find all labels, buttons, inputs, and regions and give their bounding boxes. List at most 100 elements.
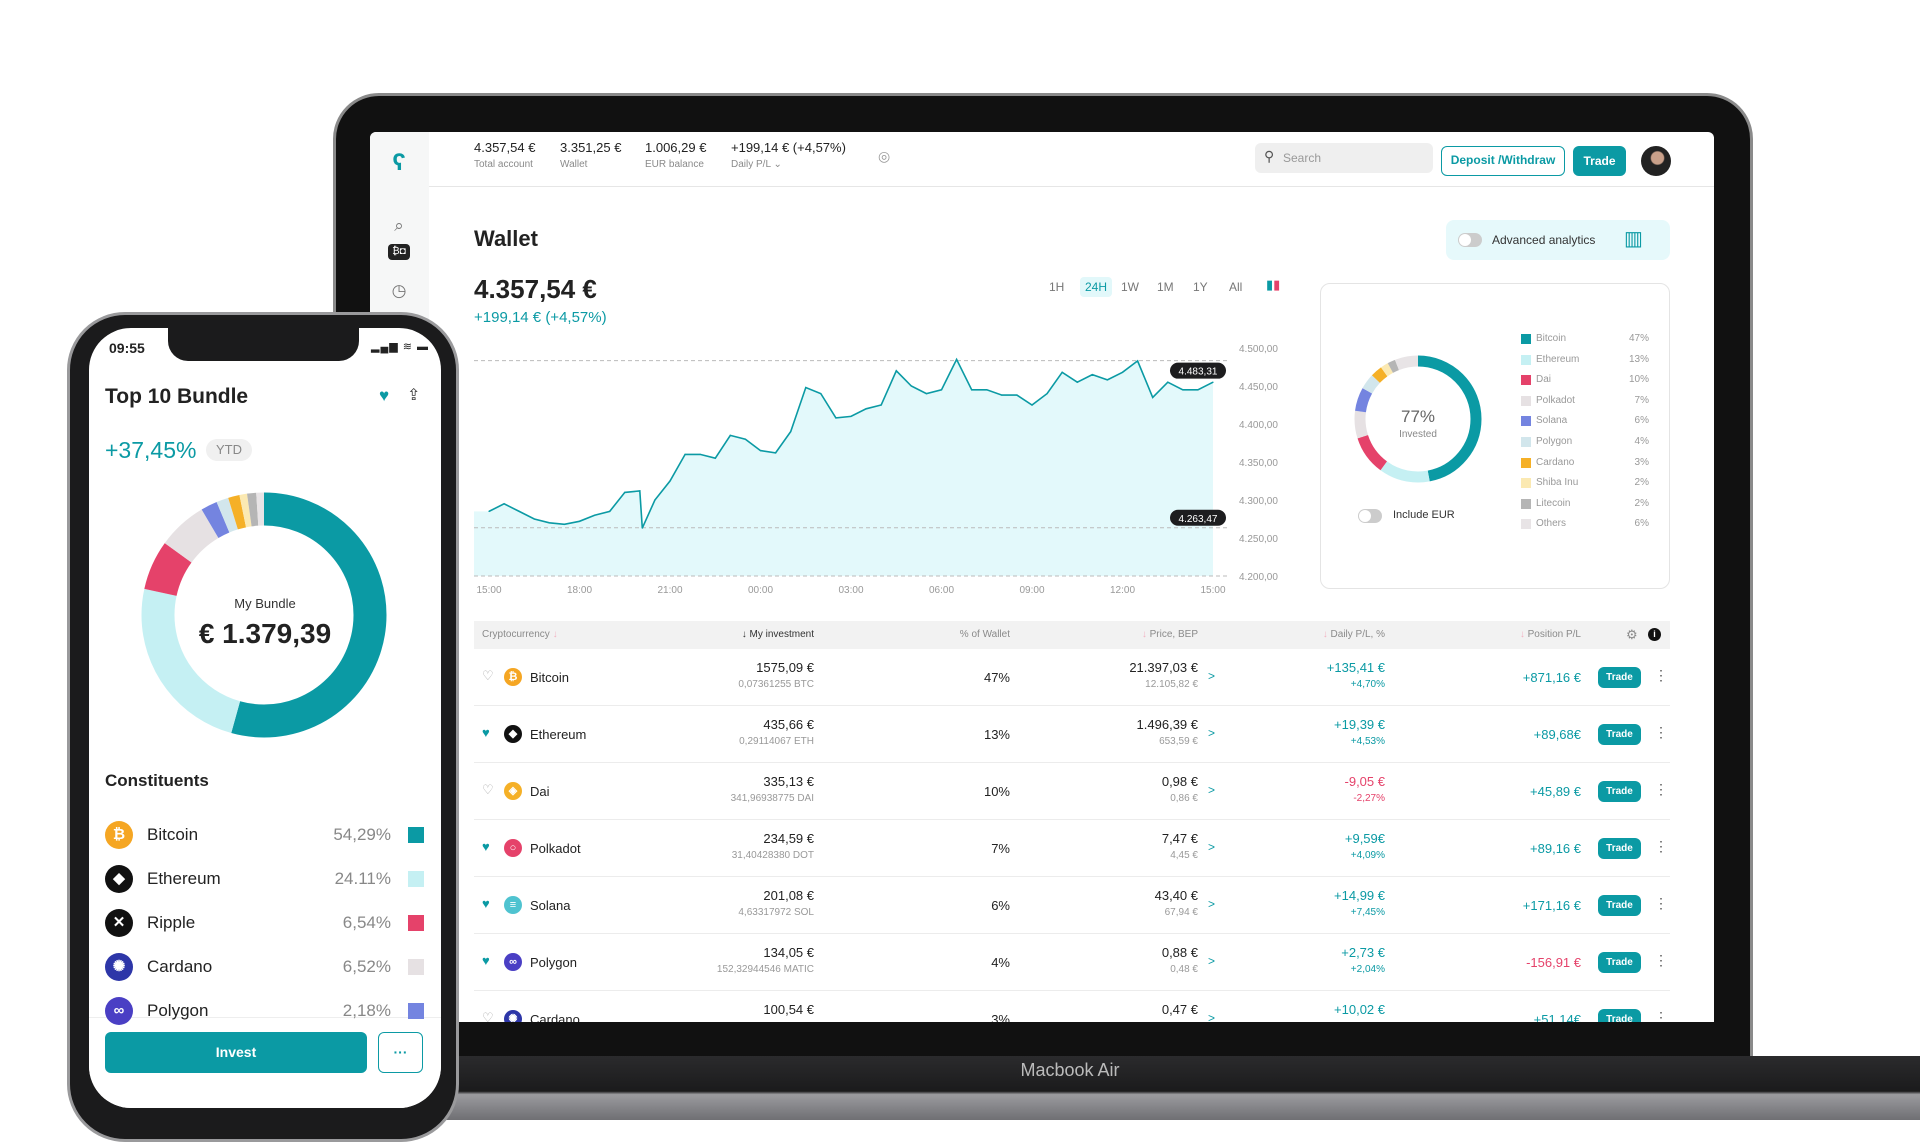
price-sub: 4,45 € (1170, 850, 1198, 861)
avatar[interactable] (1641, 146, 1671, 176)
row-trade-button[interactable]: Trade (1598, 1009, 1641, 1022)
chevron-right-icon[interactable]: > (1208, 954, 1216, 968)
table-row[interactable]: ♡ ₿ Bitcoin 1575,09 € 0,07361255 BTC 47% 21.39… (474, 649, 1670, 706)
chevron-right-icon[interactable]: > (1208, 669, 1216, 683)
stat-label: Daily P/L (731, 159, 771, 170)
chart-point (654, 499, 656, 501)
heart-filled-icon[interactable]: ♥ (482, 839, 490, 854)
chart-point (609, 510, 611, 512)
col-position-pl[interactable]: ↓ Position P/L (1464, 629, 1581, 640)
constituent-swatch (408, 959, 424, 975)
chart-point (774, 452, 777, 454)
table-row[interactable]: ♥ ○ Polkadot 234,59 € 31,40428380 DOT 7% 7,47 … (474, 820, 1670, 877)
row-trade-button[interactable]: Trade (1598, 781, 1641, 802)
legend-swatch (1521, 457, 1531, 468)
constituent-name: Bitcoin (147, 825, 199, 844)
row-trade-button[interactable]: Trade (1598, 952, 1641, 973)
more-vertical-icon[interactable]: ⋮ (1654, 724, 1668, 740)
col-cryptocurrency[interactable]: Cryptocurrency ↓ (482, 629, 558, 640)
col-price[interactable]: ↓ Price, BEP (1080, 629, 1198, 640)
chevron-right-icon[interactable]: > (1208, 726, 1216, 740)
chevron-right-icon[interactable]: > (1208, 840, 1216, 854)
heart-filled-icon[interactable]: ♥ (482, 953, 490, 968)
constituent-row[interactable]: ₿ Bitcoin 54,29% (105, 817, 425, 853)
bitcoin-icon: ₿ (504, 668, 522, 686)
col-daily-pl[interactable]: ↓ Daily P/L, % (1254, 629, 1385, 640)
search-input[interactable]: ⚲ Search (1255, 143, 1433, 173)
chevron-right-icon[interactable]: > (1208, 1011, 1216, 1022)
legend-value: 47% (1628, 333, 1649, 344)
constituent-pct: 54,29% (333, 825, 391, 844)
constituent-name: Ripple (147, 913, 196, 932)
include-eur-toggle[interactable] (1358, 509, 1382, 523)
heart-outline-icon[interactable]: ♡ (482, 668, 494, 683)
tab-all[interactable]: All (1229, 280, 1243, 294)
investment-sub: 341,96938775 DAI (730, 793, 814, 804)
advanced-analytics-toggle[interactable] (1458, 233, 1482, 247)
tab-24h[interactable]: 24H (1080, 277, 1113, 297)
legend-swatch (1521, 354, 1531, 365)
sidebar-item-history[interactable]: ◷ (388, 280, 410, 302)
col-my-investment[interactable]: ↓ My investment (741, 629, 814, 640)
tab-1m[interactable]: 1M (1157, 280, 1174, 294)
investment-value: 435,66 € (763, 717, 814, 732)
invest-button[interactable]: Invest (105, 1032, 367, 1073)
table-row[interactable]: ♡ ✺ Cardano 100,54 € 3% 0,47 € > +10,02 € +51,14… (474, 991, 1670, 1022)
sidebar-item-wallet[interactable]: ₿◘ (388, 244, 410, 260)
constituent-name: Polygon (147, 1001, 209, 1020)
deposit-withdraw-button[interactable]: Deposit /Withdraw (1441, 146, 1565, 176)
more-vertical-icon[interactable]: ⋮ (1654, 895, 1668, 911)
stat-daily-pl[interactable]: +199,14 € (+4,57%) Daily P/L ⌄ (731, 140, 846, 170)
col-wallet-pct[interactable]: % of Wallet (959, 629, 1010, 640)
more-vertical-icon[interactable]: ⋮ (1654, 781, 1668, 797)
price: 0,98 € 0,86 € (1054, 774, 1198, 804)
more-button[interactable]: ··· (378, 1032, 423, 1073)
heart-filled-icon[interactable]: ♥ (482, 896, 490, 911)
eye-icon[interactable]: ◎ (878, 148, 891, 164)
table-row[interactable]: ♡ ◈ Dai 335,13 €341,96938775 DAI 10% 0,98 €0,… (474, 763, 1670, 820)
investment: 134,05 € 152,32944546 MATIC (644, 945, 814, 975)
heart-icon[interactable]: ♥ (379, 386, 390, 405)
price: 43,40 € 67,94 € (1054, 888, 1198, 918)
daily-pl: -9,05 € -2,27% (1254, 774, 1385, 804)
constituent-row[interactable]: ◆ Ethereum 24.11% (105, 861, 425, 897)
more-vertical-icon[interactable]: ⋮ (1654, 1009, 1668, 1022)
info-icon[interactable]: i (1648, 628, 1661, 641)
heart-filled-icon[interactable]: ♥ (482, 725, 490, 740)
trade-button[interactable]: Trade (1573, 146, 1626, 176)
chevron-down-icon[interactable]: ⌄ (773, 159, 782, 170)
daily-pl-sub: -2,27% (1353, 793, 1385, 804)
cardano-icon: ✺ (504, 1010, 522, 1022)
constituent-row[interactable]: ✕ Ripple 6,54% (105, 905, 425, 941)
price-sub: 0,48 € (1170, 964, 1198, 975)
logo-icon[interactable]: ʕ (392, 149, 406, 176)
row-trade-button[interactable]: Trade (1598, 667, 1641, 688)
sidebar-item-markets[interactable]: ⌕ (388, 215, 410, 237)
row-trade-button[interactable]: Trade (1598, 895, 1641, 916)
more-vertical-icon[interactable]: ⋮ (1654, 952, 1668, 968)
row-trade-button[interactable]: Trade (1598, 838, 1641, 859)
share-icon[interactable]: ⇪ (407, 387, 421, 404)
more-vertical-icon[interactable]: ⋮ (1654, 667, 1668, 683)
tab-1w[interactable]: 1W (1121, 280, 1139, 294)
more-vertical-icon[interactable]: ⋮ (1654, 838, 1668, 854)
row-trade-button[interactable]: Trade (1598, 724, 1641, 745)
chevron-right-icon[interactable]: > (1208, 783, 1216, 797)
badge-text: 4.263,47 (1179, 514, 1218, 525)
candlestick-icon[interactable]: ▮▮ (1266, 277, 1281, 292)
table-row[interactable]: ♥ ≡ Solana 201,08 € 4,63317972 SOL 6% 43,40 € 6… (474, 877, 1670, 934)
constituent-row[interactable]: ✺ Cardano 6,52% (105, 949, 425, 985)
table-row[interactable]: ♥ ∞ Polygon 134,05 € 152,32944546 MATIC 4% 0,8… (474, 934, 1670, 991)
x-tick-label: 09:00 (1019, 585, 1044, 596)
tab-1h[interactable]: 1H (1049, 280, 1065, 294)
constituent-row[interactable]: ∞ Polygon 2,18% (105, 993, 425, 1029)
heart-outline-icon[interactable]: ♡ (482, 1010, 494, 1022)
heart-outline-icon[interactable]: ♡ (482, 782, 494, 797)
constituent-swatch (408, 1003, 424, 1019)
settings-gear-icon[interactable]: ⚙ (1626, 627, 1638, 642)
chevron-right-icon[interactable]: > (1208, 897, 1216, 911)
table-row[interactable]: ♥ ◆ Ethereum 435,66 € 0,29114067 ETH 13% 1.496… (474, 706, 1670, 763)
donut-center-label: Invested (1399, 429, 1437, 440)
chart-area-fill (474, 359, 1213, 576)
tab-1y[interactable]: 1Y (1193, 280, 1208, 294)
